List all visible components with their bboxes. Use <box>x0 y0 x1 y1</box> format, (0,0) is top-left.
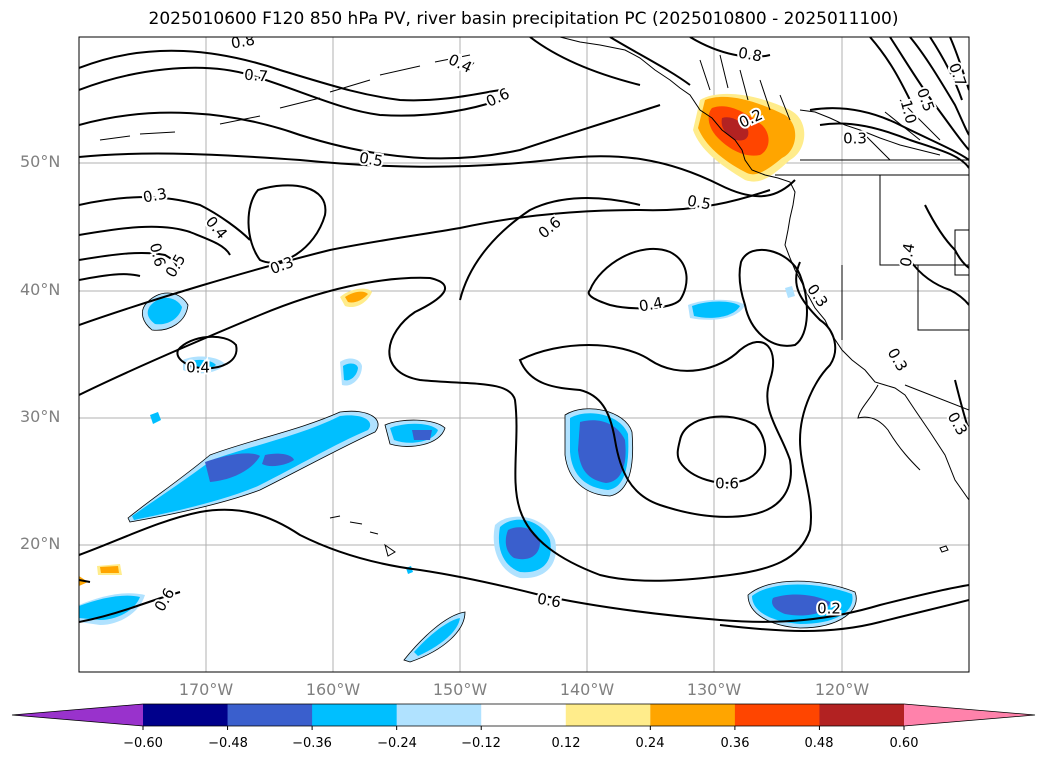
contour-label: 0.2 <box>817 600 841 618</box>
lon-label-160w: 160°W <box>305 680 361 699</box>
colorbar-segment <box>650 704 736 726</box>
contour-label: 0.6 <box>536 590 563 612</box>
colorbar-segment <box>312 704 398 726</box>
coastlines <box>559 37 969 501</box>
colorbar-tick-label: 0.12 <box>551 736 581 751</box>
colorbar-tick-label: −0.60 <box>123 736 163 751</box>
contour-label: 0.4 <box>638 294 665 316</box>
contour-label: 0.3 <box>944 409 972 439</box>
colorbar-segment <box>481 704 567 726</box>
contour-label: 0.6 <box>151 585 179 615</box>
map-title: 2025010600 F120 850 hPa PV, river basin … <box>148 9 899 29</box>
lat-label-40n: 40°N <box>20 280 61 299</box>
contour-label: 0.6 <box>535 213 565 242</box>
colorbar-segment <box>227 704 313 726</box>
lon-label-120w: 120°W <box>814 680 870 699</box>
pv-contours <box>79 37 969 632</box>
colorbar-extend-max <box>904 704 1035 726</box>
colorbar-tick-label: 0.24 <box>635 736 665 751</box>
colorbar-tick-label: −0.36 <box>292 736 332 751</box>
colorbar-tick-label: −0.12 <box>461 736 501 751</box>
colorbar-segment <box>565 704 651 726</box>
colorbar-segment <box>819 704 905 726</box>
lon-label-130w: 130°W <box>686 680 742 699</box>
contour-label: 0.3 <box>142 185 169 207</box>
contour-label: 0.7 <box>243 65 268 85</box>
colorbar-segment <box>396 704 482 726</box>
islands <box>99 54 949 557</box>
contour-label: 0.5 <box>686 192 713 214</box>
lon-label-140w: 140°W <box>559 680 615 699</box>
contour-label: 1.0 <box>897 98 921 126</box>
colorbar-segment <box>143 704 229 726</box>
lon-label-170w: 170°W <box>178 680 234 699</box>
colorbar-tick-label: −0.48 <box>208 736 248 751</box>
contour-label: 0.3 <box>884 345 912 375</box>
colorbar-tick-label: −0.24 <box>377 736 417 751</box>
colorbar-extend-min <box>12 704 143 726</box>
lat-label-50n: 50°N <box>20 152 61 171</box>
positive-pc-shading <box>79 93 805 586</box>
colorbar-segment <box>734 704 820 726</box>
lat-label-30n: 30°N <box>20 407 61 426</box>
contour-labels: 0.80.7 0.70.60.50.30.40.60.5 0.30.40.60.50… <box>140 31 972 620</box>
colorbar <box>11 703 1036 730</box>
contour-label: 0.6 <box>715 475 739 493</box>
colorbar-tick-label: 0.60 <box>889 736 919 751</box>
contour-label: 0.8 <box>230 31 257 53</box>
lon-label-150w: 150°W <box>432 680 488 699</box>
contour-label: 0.4 <box>897 242 919 269</box>
contour-label: 0.6 <box>483 84 512 110</box>
colorbar-tick-label: 0.48 <box>804 736 834 751</box>
contour-label: 0.5 <box>358 149 385 171</box>
map-frame <box>78 36 970 673</box>
contour-label: 0.4 <box>186 359 210 377</box>
contour-label: 0.3 <box>843 130 867 148</box>
lat-label-20n: 20°N <box>20 534 61 553</box>
contour-label: 0.8 <box>737 44 764 66</box>
colorbar-tick-label: 0.36 <box>720 736 750 751</box>
